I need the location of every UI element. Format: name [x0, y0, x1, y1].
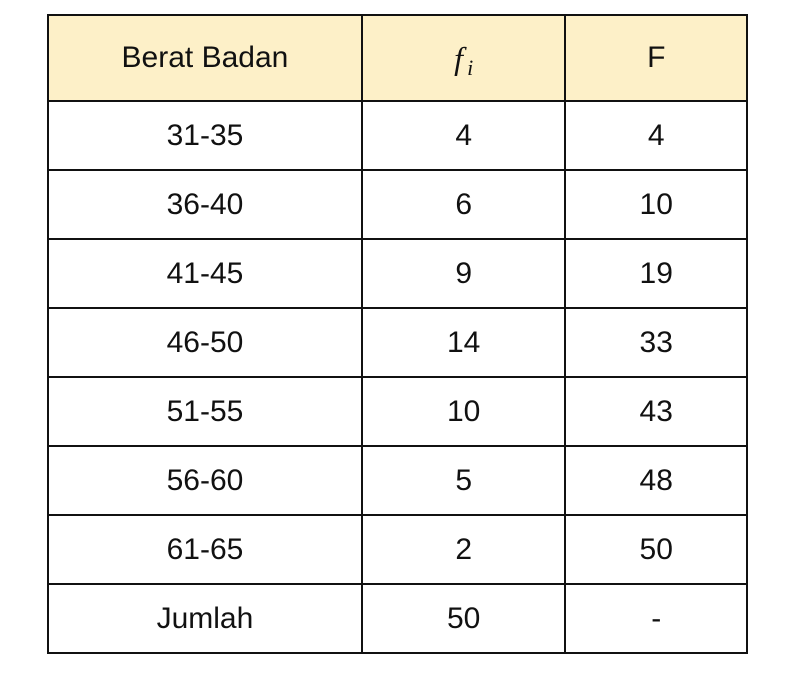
- table-row: 41-45 9 19: [47, 238, 748, 309]
- cell-fi: 5: [360, 445, 567, 516]
- total-row: Jumlah 50 -: [47, 583, 748, 654]
- cell-fi: 14: [360, 307, 567, 378]
- table-row: 51-55 10 43: [47, 376, 748, 447]
- cell-berat: 56-60: [47, 445, 363, 516]
- cell-berat: 31-35: [47, 100, 363, 171]
- cell-fi: 4: [360, 100, 567, 171]
- cell-fi: 10: [360, 376, 567, 447]
- cell-F: 10: [564, 169, 748, 240]
- table-row: 31-35 4 4: [47, 100, 748, 171]
- fi-subscript: i: [467, 54, 474, 80]
- cell-fi: 9: [360, 238, 567, 309]
- header-berat-badan: Berat Badan: [47, 14, 363, 102]
- cell-jumlah-label: Jumlah: [47, 583, 363, 654]
- cell-F: 43: [564, 376, 748, 447]
- cell-berat: 51-55: [47, 376, 363, 447]
- cell-F: 4: [564, 100, 748, 171]
- table-row: 46-50 14 33: [47, 307, 748, 378]
- cell-fi: 6: [360, 169, 567, 240]
- table-row: 36-40 6 10: [47, 169, 748, 240]
- header-cumulative-F: F: [564, 14, 748, 102]
- cell-berat: 61-65: [47, 514, 363, 585]
- cell-jumlah-fi: 50: [360, 583, 567, 654]
- cell-F: 33: [564, 307, 748, 378]
- cell-berat: 36-40: [47, 169, 363, 240]
- table-row: 56-60 5 48: [47, 445, 748, 516]
- cell-F: 19: [564, 238, 748, 309]
- fi-main: f: [454, 39, 464, 76]
- cell-F: 48: [564, 445, 748, 516]
- cell-berat: 41-45: [47, 238, 363, 309]
- cell-berat: 46-50: [47, 307, 363, 378]
- cell-F: 50: [564, 514, 748, 585]
- table-row: 61-65 2 50: [47, 514, 748, 585]
- cell-fi: 2: [360, 514, 567, 585]
- cell-jumlah-F: -: [564, 583, 748, 654]
